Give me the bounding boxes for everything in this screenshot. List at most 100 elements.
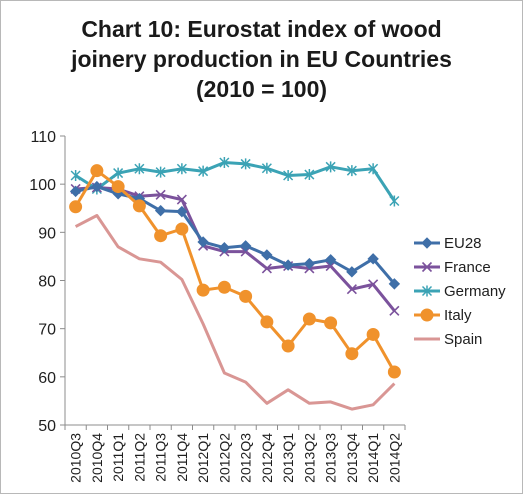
data-point-italy <box>196 283 210 297</box>
series-line-germany <box>74 161 396 202</box>
legend-marker-italy <box>420 308 434 322</box>
data-point-eu28 <box>197 236 209 248</box>
series-spain <box>74 214 396 411</box>
chart-title-line-3: (2010 = 100) <box>195 76 328 102</box>
data-point-france <box>155 189 166 200</box>
x-tick-label: 2014Q2 <box>386 433 402 483</box>
data-point-eu28 <box>91 180 103 193</box>
data-point-eu28 <box>239 240 252 252</box>
data-point-italy <box>281 339 295 353</box>
data-point-france <box>261 263 272 274</box>
data-point-italy <box>239 289 253 303</box>
data-point-eu28 <box>388 278 401 290</box>
y-tick-label: 60 <box>38 370 56 387</box>
data-point-eu28 <box>261 249 273 261</box>
legend-label-spain: Spain <box>444 331 482 348</box>
data-point-germany <box>368 163 379 175</box>
legend-label-eu28: EU28 <box>444 235 482 252</box>
data-point-italy <box>69 200 83 214</box>
data-point-germany <box>70 169 81 181</box>
data-point-italy <box>132 199 146 213</box>
chart-title: Chart 10: Eurostat index of wood joinery… <box>0 14 523 104</box>
data-point-france <box>346 284 357 295</box>
data-point-germany <box>346 165 357 177</box>
chart-axes: 50 60 70 80 90 100 110 2010Q3 2010Q4 2011Q1 2011Q2… <box>29 129 406 483</box>
data-point-germany <box>325 161 336 173</box>
x-tick-label: 2012Q4 <box>259 433 275 483</box>
legend-marker-france <box>421 261 433 273</box>
x-tick-label: 2013Q4 <box>344 433 360 483</box>
chart-title-line-2: joinery production in EU Countries <box>71 46 452 72</box>
x-tick-label: 2013Q2 <box>301 433 317 483</box>
data-point-germany <box>389 195 400 207</box>
series-line-eu28 <box>75 185 396 285</box>
x-tick-label: 2011Q3 <box>153 433 169 482</box>
data-point-eu28 <box>282 259 294 271</box>
data-point-germany <box>283 169 294 181</box>
y-tick-label: 70 <box>38 322 56 339</box>
data-point-eu28 <box>176 205 188 218</box>
legend-label-france: France <box>444 259 491 276</box>
x-tick-label: 2010Q3 <box>68 433 84 483</box>
data-point-italy <box>302 312 316 326</box>
data-point-eu28 <box>303 257 316 270</box>
series-line-france <box>75 186 396 312</box>
data-point-germany <box>113 167 124 179</box>
legend-entry-eu28: EU28 <box>414 235 482 252</box>
series-line-spain <box>74 214 396 411</box>
data-point-eu28 <box>324 254 337 266</box>
data-point-italy <box>324 316 338 330</box>
legend-label-italy: Italy <box>444 307 472 324</box>
legend-entry-italy: Italy <box>414 307 472 324</box>
x-tick-label: 2013Q1 <box>280 433 296 483</box>
series-italy <box>69 164 401 379</box>
y-tick-label: 100 <box>29 177 56 194</box>
legend-label-germany: Germany <box>444 283 506 300</box>
x-tick-label: 2012Q3 <box>238 433 254 483</box>
legend-entry-germany: Germany <box>414 283 506 300</box>
data-point-france <box>389 305 400 316</box>
data-point-france <box>176 194 187 205</box>
data-point-italy <box>366 327 380 341</box>
legend-marker-eu28 <box>421 237 433 249</box>
series-eu28 <box>69 180 401 290</box>
legend-entry-spain: Spain <box>414 331 482 348</box>
x-tick-label: 2014Q1 <box>365 433 381 483</box>
legend: EU28 France Germany Italy Spain <box>414 235 506 348</box>
data-point-eu28 <box>218 242 231 254</box>
data-point-eu28 <box>69 185 82 198</box>
data-point-germany <box>304 169 315 181</box>
data-point-italy <box>345 347 359 361</box>
data-point-germany <box>219 156 230 168</box>
y-tick-label: 90 <box>38 225 56 242</box>
x-tick-label: 2011Q4 <box>174 433 190 482</box>
data-point-germany <box>198 165 209 177</box>
data-point-eu28 <box>367 253 379 265</box>
x-tick-label: 2010Q4 <box>89 433 105 483</box>
y-tick-label: 80 <box>38 274 56 291</box>
data-point-italy <box>175 222 189 236</box>
x-tick-label: 2012Q2 <box>216 433 232 483</box>
data-point-italy <box>387 365 401 379</box>
data-point-italy <box>260 315 274 329</box>
data-point-eu28 <box>346 266 358 278</box>
legend-marker-germany <box>421 285 433 297</box>
data-point-germany <box>261 162 272 174</box>
x-tick-label: 2012Q1 <box>195 433 211 483</box>
series-layer <box>69 156 401 411</box>
data-point-italy <box>154 229 168 243</box>
x-tick-label: 2011Q2 <box>131 433 147 482</box>
data-point-italy <box>111 180 125 194</box>
x-tick-label: 2013Q3 <box>323 433 339 483</box>
legend-entry-france: France <box>414 259 491 276</box>
y-tick-label: 110 <box>30 129 56 146</box>
data-point-italy <box>90 164 104 178</box>
data-point-france <box>368 279 379 290</box>
y-tick-label: 50 <box>38 418 56 435</box>
data-point-germany <box>155 166 166 178</box>
data-point-italy <box>217 280 231 294</box>
data-point-germany <box>240 158 251 170</box>
chart-title-line-1: Chart 10: Eurostat index of wood <box>81 16 442 42</box>
series-line-italy <box>74 169 396 373</box>
